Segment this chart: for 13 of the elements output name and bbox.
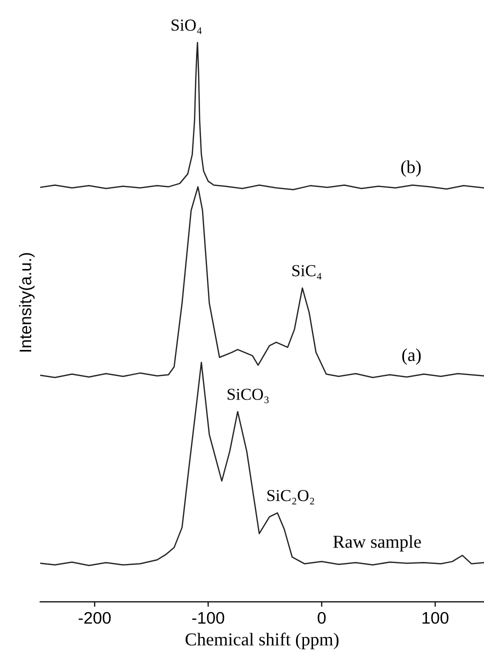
annotation: SiC₄	[292, 265, 322, 280]
x-tick-label: 100	[422, 612, 448, 624]
annotation: SiO₄	[172, 20, 202, 34]
x-axis-title: Chemical shift (ppm)	[186, 632, 339, 650]
y-axis-title: Intensity(a.u.)	[19, 253, 35, 352]
series-label: (b)	[401, 160, 421, 177]
x-tick-label: 0	[318, 612, 326, 624]
x-tick-label: -200	[78, 612, 111, 624]
annotation: SiC₂O₂	[267, 490, 314, 504]
series-label: Raw sample	[333, 535, 421, 552]
series-label: (a)	[402, 348, 421, 365]
annotation: SiCO₃	[228, 388, 269, 404]
x-tick-label: -100	[192, 612, 224, 624]
